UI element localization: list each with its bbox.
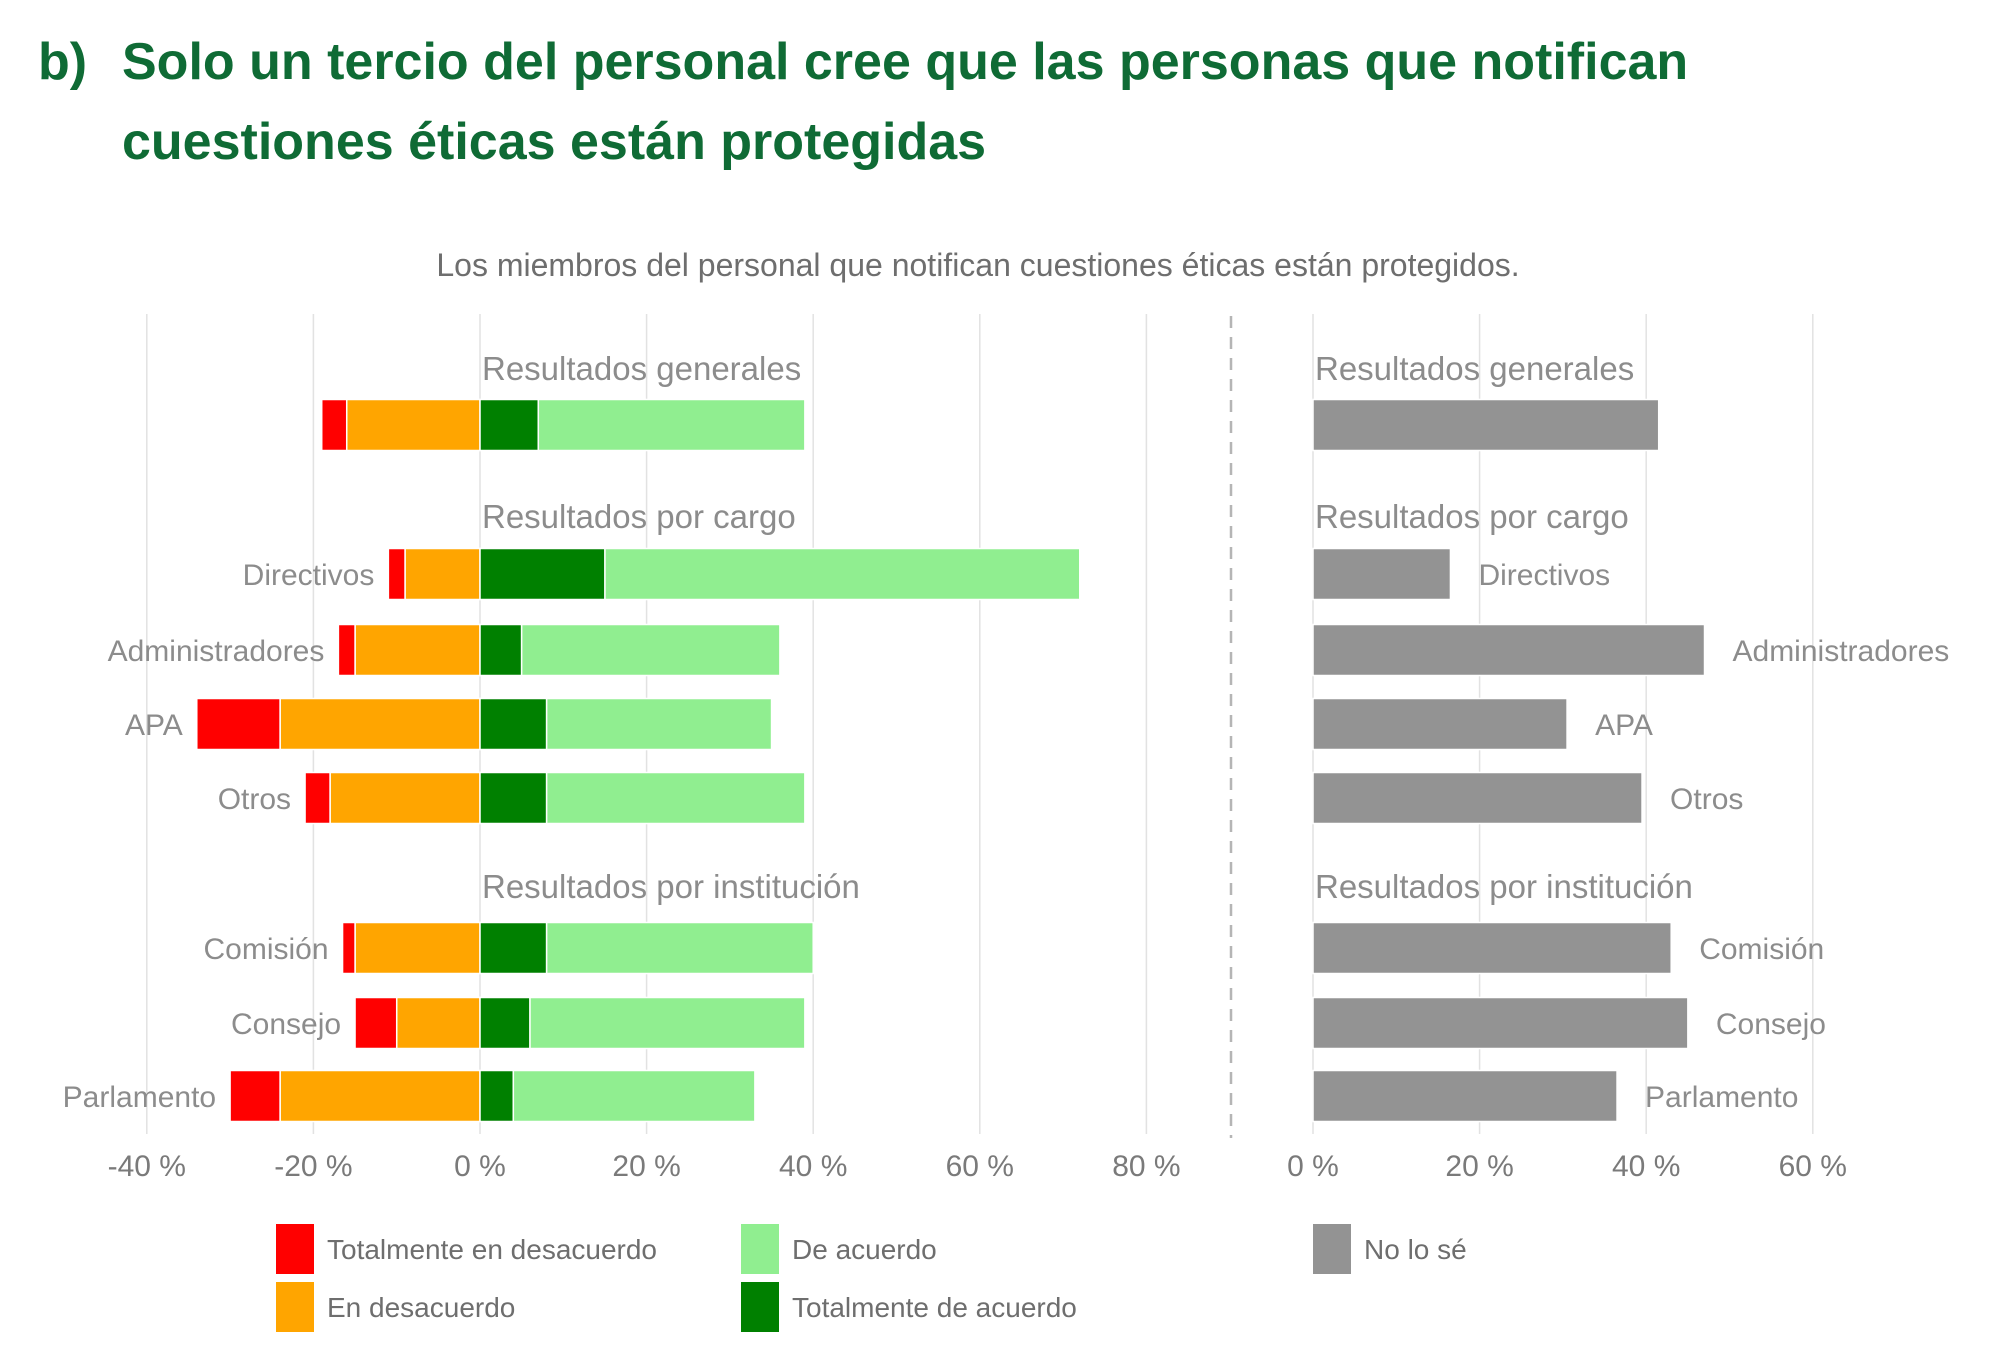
bar-en-desacuerdo bbox=[354, 921, 481, 975]
bar-de-acuerdo bbox=[520, 623, 781, 677]
group-header-right: Resultados por institución bbox=[1315, 868, 1693, 905]
left-bars bbox=[196, 398, 1081, 1123]
bar-no-lo-se bbox=[1312, 398, 1660, 452]
legend: Totalmente en desacuerdo En desacuerdo De … bbox=[276, 1224, 1467, 1332]
x-tick-label-right: 40 % bbox=[1612, 1150, 1680, 1183]
group-header-left: Resultados por cargo bbox=[482, 498, 796, 535]
bar-totalmente-de-acuerdo bbox=[479, 996, 531, 1050]
x-tick-label-right: 60 % bbox=[1779, 1150, 1847, 1183]
legend-label: Totalmente en desacuerdo bbox=[327, 1234, 657, 1265]
x-tick-label-left: 80 % bbox=[1112, 1150, 1180, 1183]
category-label-left: Otros bbox=[218, 783, 291, 816]
category-label-left: Directivos bbox=[243, 559, 375, 592]
x-tick-label-right: 20 % bbox=[1445, 1150, 1513, 1183]
category-label-right: Comisión bbox=[1699, 933, 1824, 966]
bar-totalmente-en-desacuerdo bbox=[304, 771, 331, 825]
bar-no-lo-se bbox=[1312, 996, 1689, 1050]
legend-item: No lo sé bbox=[1313, 1224, 1467, 1274]
bar-en-desacuerdo bbox=[354, 623, 481, 677]
x-tick-label-left: 0 % bbox=[454, 1150, 506, 1183]
legend-label: Totalmente de acuerdo bbox=[792, 1292, 1077, 1323]
legend-swatch bbox=[276, 1282, 314, 1332]
right-bars bbox=[1312, 398, 1706, 1123]
bar-de-acuerdo bbox=[545, 771, 806, 825]
bar-no-lo-se bbox=[1312, 771, 1643, 825]
page-title: b) Solo un tercio del personal cree que l… bbox=[38, 22, 1688, 182]
bar-de-acuerdo bbox=[529, 996, 806, 1050]
category-label-left: Administradores bbox=[108, 635, 325, 668]
bar-de-acuerdo bbox=[545, 921, 814, 975]
legend-label: No lo sé bbox=[1364, 1234, 1467, 1265]
bar-totalmente-de-acuerdo bbox=[479, 921, 548, 975]
category-label-right: Parlamento bbox=[1645, 1081, 1798, 1114]
bar-no-lo-se bbox=[1312, 623, 1706, 677]
category-label-right: Otros bbox=[1670, 783, 1743, 816]
bar-totalmente-de-acuerdo bbox=[479, 623, 523, 677]
legend-swatch bbox=[741, 1282, 779, 1332]
tick-labels: -40 % -20 % 0 % 20 % 40 % 60 % 80 % 0 % 20 % 40 %… bbox=[108, 1150, 1847, 1183]
legend-item: En desacuerdo bbox=[276, 1282, 515, 1332]
bar-no-lo-se bbox=[1312, 547, 1452, 601]
category-label-left: APA bbox=[125, 709, 183, 742]
labels: Resultados generales Resultados generales… bbox=[63, 350, 1950, 1114]
bar-de-acuerdo bbox=[537, 398, 806, 452]
legend-swatch bbox=[741, 1224, 779, 1274]
bar-totalmente-en-desacuerdo bbox=[337, 623, 356, 677]
x-tick-label-left: -40 % bbox=[108, 1150, 186, 1183]
legend-swatch bbox=[1313, 1224, 1351, 1274]
title-line-2: cuestiones éticas están protegidas bbox=[122, 113, 987, 171]
bar-totalmente-de-acuerdo bbox=[479, 771, 548, 825]
x-tick-label-left: 20 % bbox=[612, 1150, 680, 1183]
bar-totalmente-en-desacuerdo bbox=[387, 547, 406, 601]
bar-totalmente-en-desacuerdo bbox=[229, 1069, 281, 1123]
bar-no-lo-se bbox=[1312, 1069, 1618, 1123]
bar-de-acuerdo bbox=[604, 547, 1081, 601]
x-tick-label-left: 40 % bbox=[779, 1150, 847, 1183]
group-header-right: Resultados por cargo bbox=[1315, 498, 1629, 535]
bar-no-lo-se bbox=[1312, 697, 1568, 751]
bar-de-acuerdo bbox=[545, 697, 773, 751]
category-label-left: Parlamento bbox=[63, 1081, 216, 1114]
category-label-right: Administradores bbox=[1733, 635, 1950, 668]
category-label-left: Comisión bbox=[204, 933, 329, 966]
category-label-right: Consejo bbox=[1716, 1008, 1826, 1041]
bar-en-desacuerdo bbox=[404, 547, 481, 601]
bar-totalmente-en-desacuerdo bbox=[341, 921, 356, 975]
bar-totalmente-de-acuerdo bbox=[479, 697, 548, 751]
group-header-left: Resultados por institución bbox=[482, 868, 860, 905]
category-label-left: Consejo bbox=[231, 1008, 341, 1041]
bar-en-desacuerdo bbox=[279, 1069, 481, 1123]
x-tick-label-left: -20 % bbox=[274, 1150, 352, 1183]
category-label-right: APA bbox=[1595, 709, 1653, 742]
bar-en-desacuerdo bbox=[279, 697, 481, 751]
category-label-right: Directivos bbox=[1478, 559, 1610, 592]
x-tick-label-right: 0 % bbox=[1287, 1150, 1339, 1183]
legend-item: Totalmente de acuerdo bbox=[741, 1282, 1077, 1332]
legend-item: Totalmente en desacuerdo bbox=[276, 1224, 657, 1274]
bar-en-desacuerdo bbox=[329, 771, 481, 825]
bar-totalmente-en-desacuerdo bbox=[354, 996, 398, 1050]
bar-en-desacuerdo bbox=[345, 398, 481, 452]
bar-en-desacuerdo bbox=[395, 996, 481, 1050]
title-line-1: Solo un tercio del personal cree que las… bbox=[122, 33, 1689, 91]
section-label: b) bbox=[38, 33, 88, 91]
legend-label: En desacuerdo bbox=[327, 1292, 515, 1323]
group-header-right: Resultados generales bbox=[1315, 350, 1634, 387]
legend-item: De acuerdo bbox=[741, 1224, 937, 1274]
bar-totalmente-de-acuerdo bbox=[479, 1069, 515, 1123]
bar-totalmente-en-desacuerdo bbox=[196, 697, 281, 751]
bar-totalmente-de-acuerdo bbox=[479, 547, 606, 601]
x-tick-label-left: 60 % bbox=[946, 1150, 1014, 1183]
chart-title: Los miembros del personal que notifican … bbox=[436, 247, 1519, 283]
bar-de-acuerdo bbox=[512, 1069, 756, 1123]
bar-no-lo-se bbox=[1312, 921, 1672, 975]
bar-totalmente-en-desacuerdo bbox=[320, 398, 348, 452]
legend-label: De acuerdo bbox=[792, 1234, 937, 1265]
bar-totalmente-de-acuerdo bbox=[479, 398, 540, 452]
group-header-left: Resultados generales bbox=[482, 350, 801, 387]
legend-swatch bbox=[276, 1224, 314, 1274]
